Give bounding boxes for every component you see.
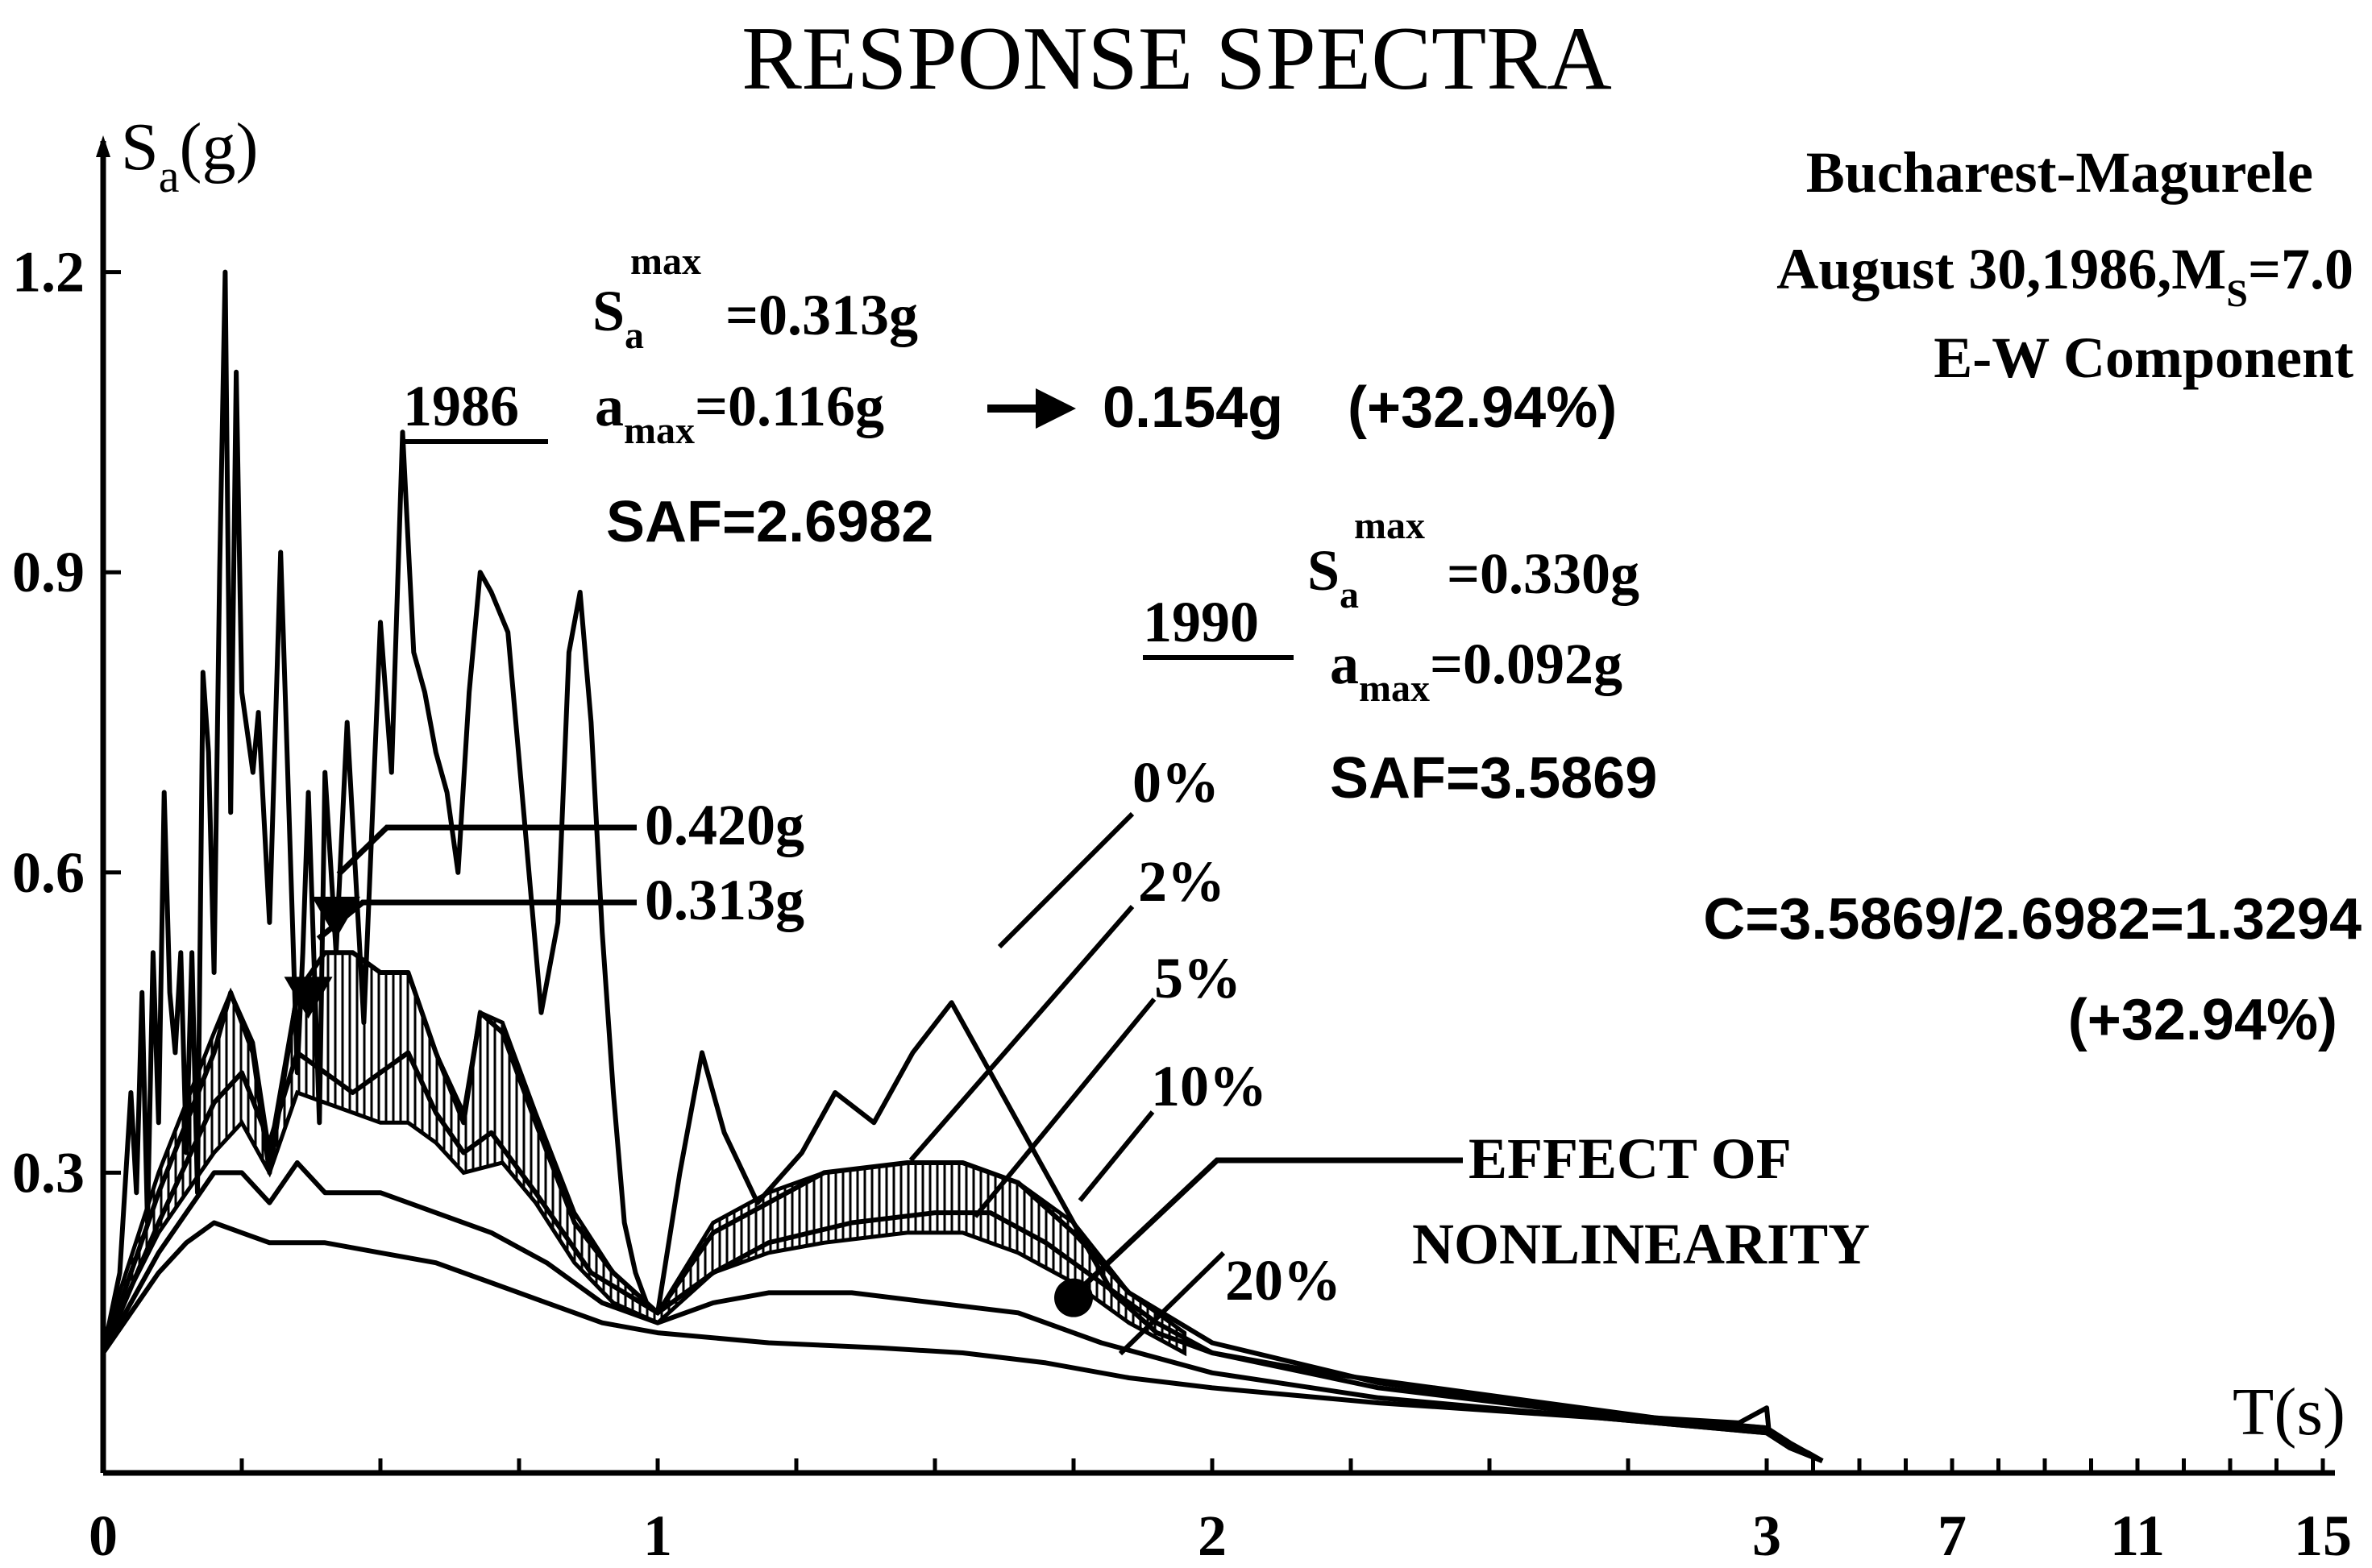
year-1986: 1986 [403,374,519,438]
effect-line-1: EFFECT OF [1468,1126,1792,1191]
saf-1990: SAF=3.5869 [1330,746,1657,811]
peak-low-label: 0.313g [645,868,804,932]
ratio-label: C=3.5869/2.6982=1.3294 [1703,887,2362,952]
amax-1986: amax=0.116g [595,374,884,452]
annotation-1990: Sa max =0.330g 1990 amax=0.092g SAF=3.58… [1143,504,1657,811]
series-line-0pct [101,269,1824,1463]
damping-label-10: 10% [1151,1054,1267,1118]
sa-max-1990: Sa [1307,538,1359,616]
event-info: August 30,1986,MS=7.0 [1776,237,2353,315]
leader-line-5pct [973,998,1157,1218]
leader-line-10pct [1078,1110,1155,1202]
component-label: E-W Component [1934,326,2353,390]
x-axis-label: T(s) [2233,1375,2345,1450]
x-tick-label: 0 [89,1504,118,1568]
leader-line-0420 [336,824,637,877]
y-axis-label: Sa(g) [121,110,258,202]
leader-line-0313 [316,899,637,941]
x-tick-labels: 0 1 2 3 7 11 15 [89,1504,2352,1568]
axes [96,135,2335,1476]
x-tick-label: 11 [2110,1504,2165,1568]
peak-triangle-marker [311,896,360,939]
leader-line-0pct [997,811,1135,949]
sa-max-sup-1986: max [630,240,701,283]
leader-line-20pct [1118,1251,1226,1356]
amax-1990: amax=0.092g [1330,632,1622,710]
saf-1986: SAF=2.6982 [606,490,933,554]
sa-value-1990: =0.330g [1447,541,1639,606]
series-layer [101,269,1824,1463]
arrow-icon [987,388,1076,429]
damping-label-0: 0% [1132,750,1219,815]
x-tick-label: 2 [1198,1504,1227,1568]
x-tick-label: 7 [1938,1504,1967,1568]
damping-labels: 0% 2% 5% 10% 20% [908,750,1341,1356]
amax-pct-1986: (+32.94%) [1348,375,1617,440]
y-tick-label: 0.3 [12,1140,85,1205]
chart-title: RESPONSE SPECTRA [742,9,1612,109]
leader-line-effect [1078,1157,1463,1292]
damping-label-20: 20% [1225,1248,1341,1313]
y-axis-arrow-icon [96,135,110,157]
damping-label-2: 2% [1138,849,1225,914]
peak-labels: 0.420g 0.313g [316,793,804,941]
series-line-10pct [101,1160,1824,1463]
leader-line-2pct [908,905,1135,1162]
x-tick-label: 3 [1752,1504,1781,1568]
year-1990: 1990 [1143,590,1259,654]
y-tick-labels: 0.3 0.6 0.9 1.2 [12,240,121,1205]
damping-label-5: 5% [1154,946,1241,1010]
station-name: Bucharest-Magurele [1806,140,2313,205]
effect-line-2: NONLINEARITY [1412,1212,1870,1276]
x-tick-label: 15 [2294,1504,2352,1568]
effect-of-nonlinearity: EFFECT OF NONLINEARITY [1078,1126,1870,1292]
y-tick-label: 0.6 [12,840,85,905]
peak-high-label: 0.420g [645,793,804,857]
series-line-5pct [101,1050,1824,1463]
y-tick-label: 1.2 [12,240,85,305]
sa-value-1986: =0.313g [725,283,918,347]
x-tick-label: 1 [643,1504,672,1568]
sa-max-1986: Sa [592,279,644,357]
sa-max-sup-1990: max [1354,504,1425,547]
ratio-pct-label: (+32.94%) [2068,988,2337,1052]
annotation-1986: Sa max =0.313g 1986 amax=0.116g 0.154g (… [403,240,1617,554]
peak-triangle-marker [284,977,333,1019]
amax-scaled-1986: 0.154g [1103,375,1283,440]
series-line-20pct [101,1220,1824,1463]
y-tick-label: 0.9 [12,540,85,604]
